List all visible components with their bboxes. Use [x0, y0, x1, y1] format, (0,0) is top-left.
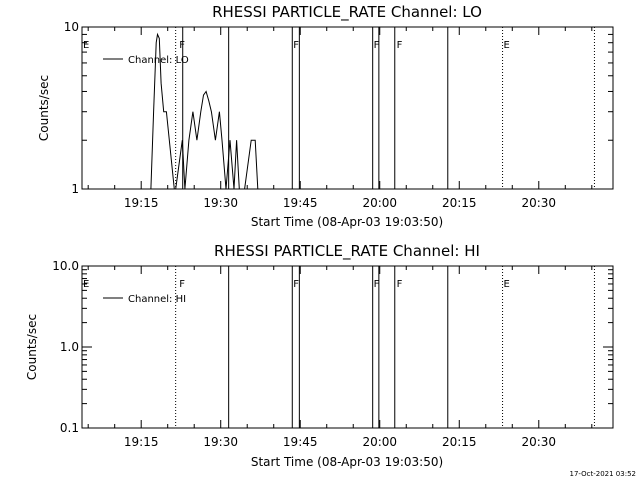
- hi-x-axis-label: Start Time (08-Apr-03 19:03:50): [251, 455, 443, 469]
- lo-flag-1: F: [179, 40, 185, 51]
- lo-y-axis-label: Counts/sec: [37, 75, 51, 141]
- hi-ytick-label-2: 10.0: [52, 259, 79, 273]
- hi-flag-0: E: [83, 279, 89, 290]
- hi-legend-label: Channel: HI: [128, 294, 186, 305]
- lo-xtick-label-0: 19:15: [124, 196, 159, 210]
- lo-flag-0: E: [83, 40, 89, 51]
- hi-flag-4: F: [397, 279, 403, 290]
- hi-legend: Channel: HI: [103, 294, 186, 305]
- lo-series-line-0: [150, 32, 259, 190]
- lo-legend-label: Channel: LO: [128, 55, 189, 66]
- hi-flag-1: F: [179, 279, 185, 290]
- lo-flag-3: F: [374, 40, 380, 51]
- hi-ytick-label-1: 1.0: [60, 340, 79, 354]
- lo-xtick-label-4: 20:15: [442, 196, 477, 210]
- lo-panel: RHESSI PARTICLE_RATE Channel: LO Start T…: [37, 3, 614, 229]
- lo-xtick-label-2: 19:45: [283, 196, 318, 210]
- lo-flag-5: E: [504, 40, 510, 51]
- lo-x-axis-label: Start Time (08-Apr-03 19:03:50): [251, 215, 443, 229]
- hi-flag-5: E: [504, 279, 510, 290]
- hi-xtick-label-1: 19:30: [203, 435, 238, 449]
- hi-flag-3: F: [374, 279, 380, 290]
- lo-chart-title: RHESSI PARTICLE_RATE Channel: LO: [212, 3, 482, 22]
- lo-legend: Channel: LO: [103, 55, 189, 66]
- lo-ytick-label-0: 1: [71, 182, 79, 196]
- hi-xtick-label-5: 20:30: [521, 435, 556, 449]
- lo-flag-4: F: [397, 40, 403, 51]
- lo-ytick-label-1: 10: [64, 20, 79, 34]
- hi-xtick-label-0: 19:15: [124, 435, 159, 449]
- hi-y-axis-label: Counts/sec: [25, 314, 39, 380]
- lo-flag-2: F: [293, 40, 299, 51]
- hi-xtick-label-2: 19:45: [283, 435, 318, 449]
- hi-panel: RHESSI PARTICLE_RATE Channel: HI Start T…: [25, 242, 614, 469]
- footer-timestamp: 17-Oct-2021 03:52: [570, 470, 636, 478]
- lo-xtick-label-1: 19:30: [203, 196, 238, 210]
- hi-flag-2: F: [293, 279, 299, 290]
- hi-xtick-label-4: 20:15: [442, 435, 477, 449]
- hi-xtick-label-3: 20:00: [362, 435, 397, 449]
- lo-plot-frame: [81, 26, 614, 190]
- lo-xtick-label-3: 20:00: [362, 196, 397, 210]
- hi-ytick-label-0: 0.1: [60, 421, 79, 435]
- hi-plot-frame: [81, 265, 614, 429]
- hi-chart-title: RHESSI PARTICLE_RATE Channel: HI: [214, 242, 480, 261]
- lo-xtick-label-5: 20:30: [521, 196, 556, 210]
